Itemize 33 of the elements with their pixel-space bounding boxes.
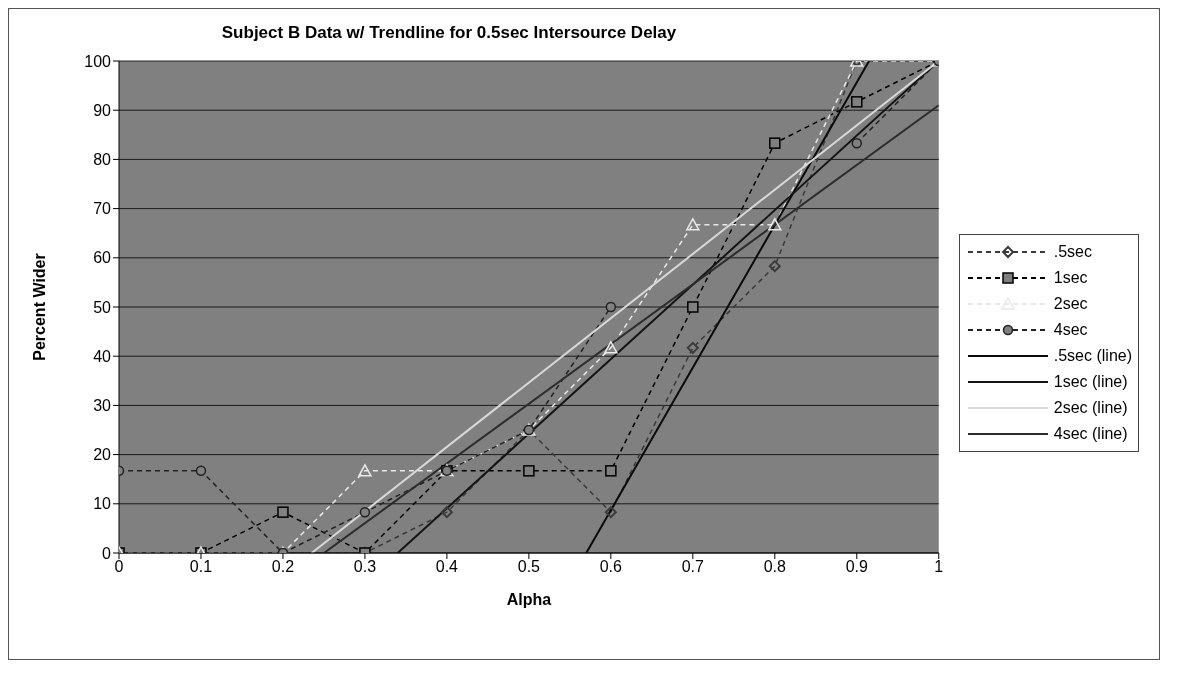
x-tick-label: 1 xyxy=(934,558,944,576)
y-tick-label: 100 xyxy=(84,52,112,70)
legend-label: 2sec xyxy=(1053,295,1088,313)
x-tick-label: 0 xyxy=(114,558,124,576)
legend-label: 1sec xyxy=(1053,269,1088,287)
x-tick-label: 0.2 xyxy=(271,558,295,576)
x-tick-label: 0.7 xyxy=(681,558,705,576)
y-axis-title: Percent Wider xyxy=(30,253,48,361)
y-tick-label: 60 xyxy=(93,249,112,267)
legend-label: 2sec (line) xyxy=(1053,399,1128,417)
y-tick-label: 20 xyxy=(93,446,112,464)
y-tick-label: 0 xyxy=(102,544,112,562)
chart-title: Subject B Data w/ Trendline for 0.5sec Intersource Delay xyxy=(220,23,678,43)
x-tick-label: 0.6 xyxy=(599,558,623,576)
legend-label: 1sec (line) xyxy=(1053,373,1128,391)
x-tick-label: 0.4 xyxy=(435,558,459,576)
x-tick-label: 0.1 xyxy=(189,558,213,576)
y-tick-label: 40 xyxy=(93,347,112,365)
legend-label: 4sec xyxy=(1053,321,1088,339)
x-tick-label: 0.8 xyxy=(763,558,787,576)
y-tick-label: 10 xyxy=(93,495,112,513)
y-tick-label: 30 xyxy=(93,397,112,415)
y-tick-label: 70 xyxy=(93,200,112,218)
legend-label: .5sec (line) xyxy=(1053,347,1132,365)
x-tick-label: 0.5 xyxy=(517,558,541,576)
y-tick-label: 50 xyxy=(93,298,112,316)
legend-label: .5sec xyxy=(1053,243,1092,261)
y-tick-label: 80 xyxy=(93,151,112,169)
y-tick-label: 90 xyxy=(93,101,112,119)
x-axis-title: Alpha xyxy=(506,591,552,608)
x-tick-label: 0.3 xyxy=(353,558,377,576)
legend-label: 4sec (line) xyxy=(1053,425,1128,443)
x-tick-label: 0.9 xyxy=(845,558,868,576)
